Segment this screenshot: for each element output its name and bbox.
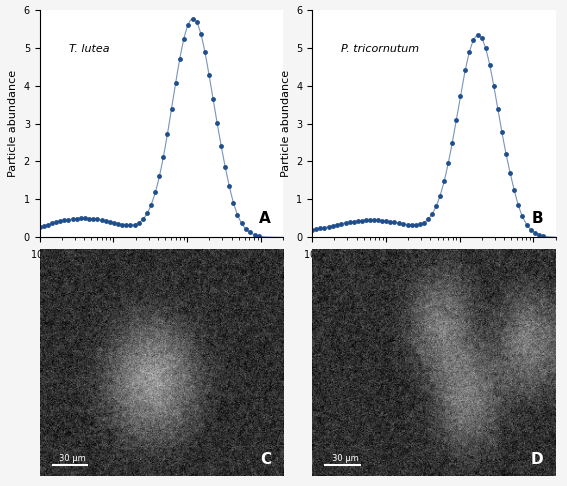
Text: 30 μm: 30 μm: [332, 453, 358, 463]
Text: A: A: [259, 211, 271, 226]
Text: 30 μm: 30 μm: [59, 453, 86, 463]
X-axis label: Particle size (μm): Particle size (μm): [113, 266, 210, 277]
X-axis label: Particle size (μm): Particle size (μm): [386, 266, 483, 277]
Text: C: C: [260, 452, 271, 467]
Text: D: D: [531, 452, 544, 467]
Y-axis label: Particle abundance: Particle abundance: [8, 70, 18, 177]
Text: T. lutea: T. lutea: [69, 44, 109, 54]
Text: P. tricornutum: P. tricornutum: [341, 44, 420, 54]
Text: B: B: [532, 211, 544, 226]
Y-axis label: Particle abundance: Particle abundance: [281, 70, 291, 177]
